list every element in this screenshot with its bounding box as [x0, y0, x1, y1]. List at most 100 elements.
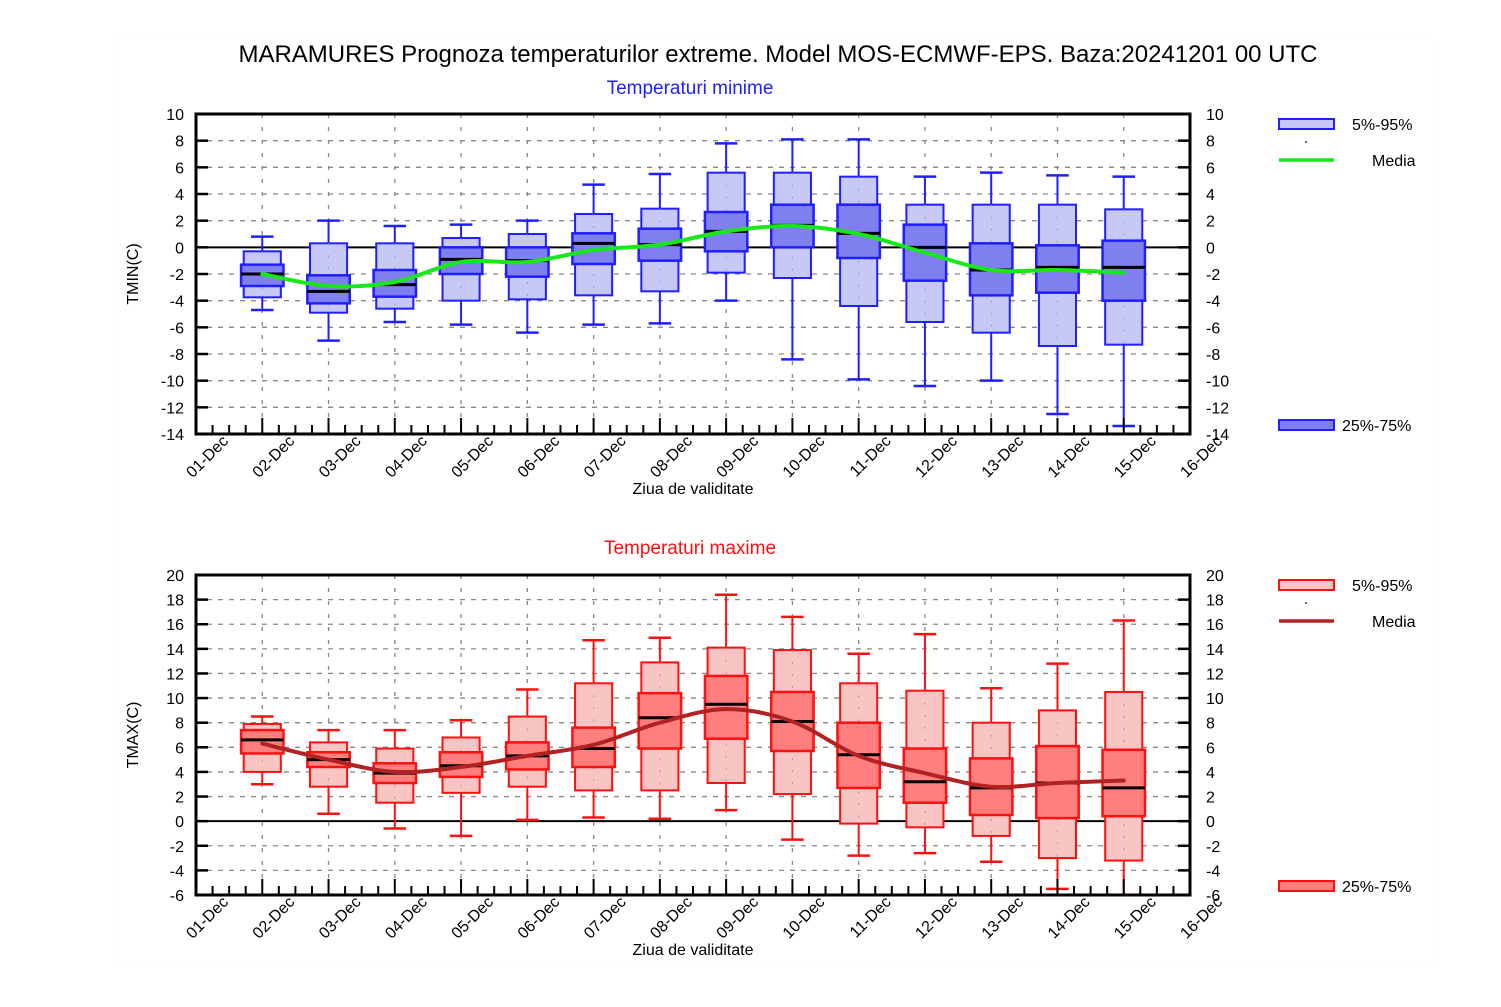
xtick-label: 15-Dec [1111, 433, 1159, 481]
xtick-label: 15-Dec [1111, 894, 1159, 942]
xtick-label: 07-Dec [581, 433, 629, 481]
xtick-label: 11-Dec [847, 894, 895, 942]
ytick-label-right: 20 [1206, 568, 1224, 585]
ytick-label-right: 6 [1206, 740, 1215, 757]
x-axis-label: Ziua de validitate [633, 481, 754, 498]
xtick-label: 12-Dec [912, 894, 960, 942]
box-06-Dec [504, 219, 550, 334]
box-13-Dec [968, 171, 1014, 382]
legend-dot [1305, 602, 1307, 604]
xtick-label: 06-Dec [515, 433, 563, 481]
ytick-label-left: 8 [175, 134, 184, 151]
legend-label-p5-p95: 5%-95% [1352, 117, 1412, 134]
xtick-label: 05-Dec [449, 894, 497, 942]
ytick-label-left: 4 [175, 765, 184, 782]
main-title: MARAMURES Prognoza temperaturilor extrem… [238, 41, 1317, 68]
box-07-Dec [571, 638, 617, 819]
xtick-label: 08-Dec [647, 894, 695, 942]
ytick-label-right: 6 [1206, 160, 1215, 177]
ytick-label-right: 0 [1206, 814, 1215, 831]
box-q1-q3 [703, 674, 749, 740]
ytick-label-left: 18 [166, 593, 184, 610]
ytick-label-right: -6 [1206, 320, 1220, 337]
xtick-label: 13-Dec [979, 433, 1027, 481]
ytick-label-left: -8 [170, 347, 184, 364]
ytick-label-right: -8 [1206, 347, 1220, 364]
ytick-label-left: -10 [161, 374, 184, 391]
ytick-label-left: -14 [161, 427, 184, 444]
ytick-label-right: 8 [1206, 134, 1215, 151]
ytick-label-right: -10 [1206, 374, 1229, 391]
box-03-Dec [306, 728, 351, 816]
ytick-label-right: 8 [1206, 716, 1215, 733]
ytick-label-left: -6 [170, 320, 184, 337]
box-06-Dec [504, 688, 550, 822]
xtick-label: 09-Dec [714, 894, 762, 942]
xtick-label: 16-Dec [1177, 433, 1225, 481]
ytick-label-left: 10 [166, 107, 184, 124]
ytick-label-left: -6 [170, 888, 184, 905]
ytick-label-left: 2 [175, 214, 184, 231]
ytick-label-right: 0 [1206, 240, 1215, 257]
ytick-label-right: -4 [1206, 294, 1220, 311]
ytick-label-right: 12 [1206, 666, 1224, 683]
ytick-label-left: 10 [166, 691, 184, 708]
xtick-label: 16-Dec [1177, 894, 1225, 942]
xtick-label: 04-Dec [382, 433, 430, 481]
xtick-label: 01-Dec [183, 894, 231, 942]
ytick-label-left: 14 [166, 642, 184, 659]
xtick-label: 04-Dec [382, 894, 430, 942]
legend: 5%-95% Media 25%-75% [1278, 578, 1416, 896]
xtick-label: 05-Dec [449, 433, 497, 481]
mean-line [260, 707, 1126, 790]
legend-dot [1305, 141, 1307, 143]
box-07-Dec [571, 183, 617, 326]
ytick-label-left: -4 [170, 294, 184, 311]
xtick-label: 08-Dec [647, 433, 695, 481]
panel-title: Temperaturi maxime [604, 538, 776, 559]
box-12-Dec [902, 632, 948, 855]
xtick-label: 14-Dec [1045, 433, 1093, 481]
ytick-label-right: 16 [1206, 617, 1224, 634]
y-axis-label: TMIN(C) [125, 243, 142, 304]
ytick-label-right: 4 [1206, 187, 1215, 204]
box-09-Dec [703, 593, 749, 812]
ytick-label-right: -6 [1206, 888, 1220, 905]
box-04-Dec [372, 224, 418, 324]
ytick-label-left: 8 [175, 716, 184, 733]
ytick-label-right: 10 [1206, 691, 1224, 708]
ytick-label-right: -14 [1206, 427, 1229, 444]
xtick-label: 10-Dec [780, 433, 828, 481]
box-12-Dec [902, 175, 948, 388]
box-05-Dec [438, 223, 484, 326]
xtick-label: 02-Dec [250, 894, 298, 942]
xtick-label: 01-Dec [183, 433, 231, 481]
xtick-label: 03-Dec [316, 433, 364, 481]
legend-swatch-q1-q3 [1278, 880, 1335, 892]
ytick-label-left: 4 [175, 187, 184, 204]
xtick-label: 03-Dec [316, 894, 364, 942]
ytick-label-right: 14 [1206, 642, 1224, 659]
legend: 5%-95% Media 25%-75% [1278, 117, 1416, 435]
legend-label-mean: Media [1372, 153, 1416, 170]
ytick-label-right: -2 [1206, 839, 1220, 856]
box-10-Dec [769, 138, 815, 361]
x-axis-label: Ziua de validitate [633, 942, 754, 959]
legend-label-q1-q3: 25%-75% [1342, 418, 1411, 435]
xtick-label: 02-Dec [250, 433, 298, 481]
panel-title: Temperaturi minime [607, 78, 774, 99]
box-q1-q3 [306, 274, 351, 305]
box-02-Dec [239, 715, 285, 786]
box-05-Dec [438, 718, 484, 838]
ytick-label-left: -2 [170, 839, 184, 856]
box-14-Dec [1035, 662, 1080, 891]
xtick-label: 09-Dec [714, 433, 762, 481]
box-15-Dec [1101, 175, 1147, 428]
ytick-label-left: 0 [175, 240, 184, 257]
xtick-label: 14-Dec [1045, 894, 1093, 942]
xtick-label: 07-Dec [581, 894, 629, 942]
ytick-label-left: -4 [170, 863, 184, 880]
ytick-label-right: 2 [1206, 214, 1215, 231]
legend-label-mean: Media [1372, 614, 1416, 631]
